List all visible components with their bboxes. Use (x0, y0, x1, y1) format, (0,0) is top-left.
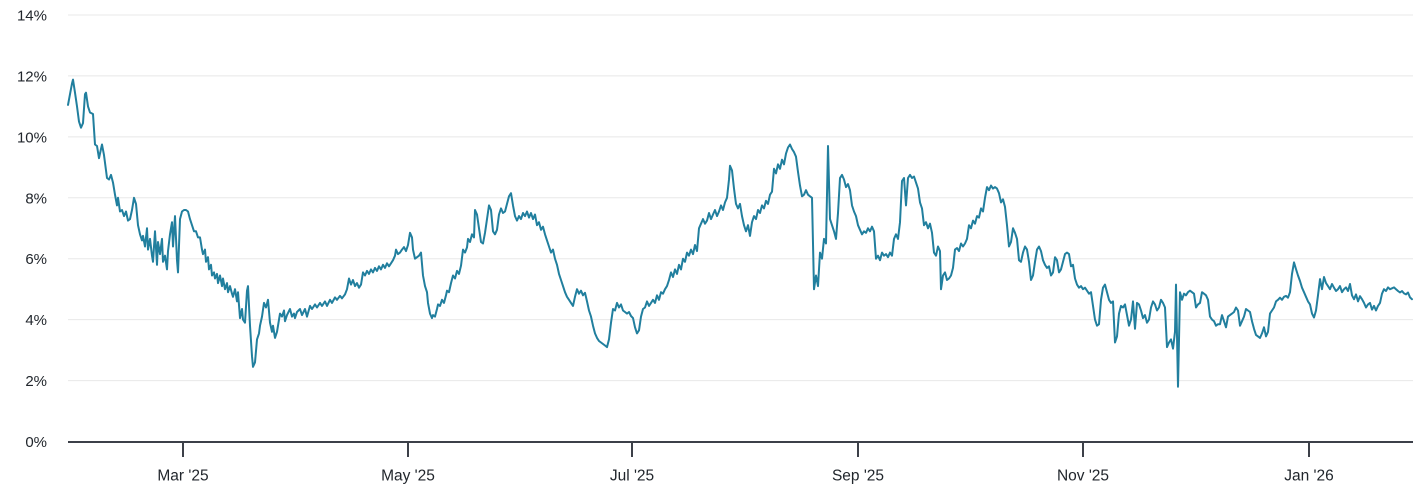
x-axis-tick-labels: Mar '25 May '25 Jul '25 Sep '25 Nov '25 Jan '… (157, 468, 1333, 485)
y-tick-label-4%: 4% (25, 312, 47, 329)
x-tick-label-Mar '25: Mar '25 (157, 468, 208, 485)
y-tick-label-10%: 10% (17, 129, 47, 146)
x-tick-label-Nov '25: Nov '25 (1057, 468, 1109, 485)
y-tick-label-0%: 0% (25, 434, 47, 451)
x-tick-label-May '25: May '25 (381, 468, 435, 485)
x-tick-label-Sep '25: Sep '25 (832, 468, 884, 485)
y-tick-label-2%: 2% (25, 373, 47, 390)
x-tick-label-Jul '25: Jul '25 (610, 468, 654, 485)
y-tick-label-8%: 8% (25, 190, 47, 207)
series-line-path[interactable] (67, 78, 1413, 388)
y-tick-label-12%: 12% (17, 68, 47, 85)
data-series-line (67, 78, 1413, 388)
x-tick-label-Jan '26: Jan '26 (1284, 468, 1334, 485)
y-axis-tick-labels: 14% 12% 10% 8% 6% 4% 2% 0% (17, 8, 47, 452)
y-gridlines (68, 14, 1413, 382)
y-tick-label-6%: 6% (25, 251, 47, 268)
y-tick-label-14%: 14% (17, 8, 47, 25)
x-axis-tick-marks (182, 443, 1310, 457)
